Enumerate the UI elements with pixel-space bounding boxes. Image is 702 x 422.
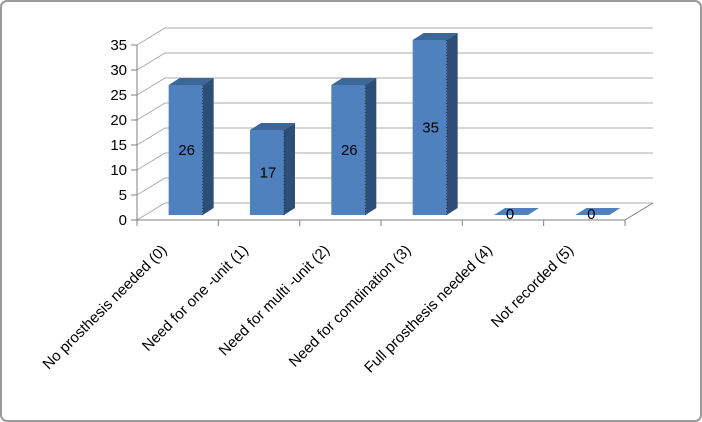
- gridline: [136, 102, 653, 121]
- y-tick-label: 30: [110, 62, 127, 79]
- floor-right-edge: [624, 202, 654, 221]
- gridline: [136, 177, 653, 196]
- bar-front-face: [249, 130, 284, 215]
- gridline: [136, 52, 653, 71]
- bar-front-face: [168, 85, 203, 215]
- y-tick-label: 35: [110, 37, 127, 54]
- gridline: [136, 152, 653, 171]
- data-label: 17: [260, 165, 277, 182]
- bar-front-face: [412, 40, 447, 215]
- bar-top-face: [168, 78, 214, 85]
- bar-top-face: [331, 78, 377, 85]
- gridline: [136, 77, 653, 96]
- data-label: 26: [341, 142, 358, 159]
- bar-front-face: [331, 85, 366, 215]
- y-tick-label: 25: [110, 87, 127, 104]
- bar-side-face: [446, 33, 458, 215]
- bar-zero-face: [575, 208, 621, 215]
- bar-zero-face: [493, 208, 539, 215]
- bar-side-face: [365, 78, 377, 215]
- y-tick-label: 20: [110, 112, 127, 129]
- y-tick-label: 0: [119, 212, 127, 229]
- data-label: 26: [178, 142, 195, 159]
- category-label: Not recorded (5): [488, 242, 577, 331]
- bar-side-face: [283, 123, 295, 215]
- y-tick-label: 10: [110, 162, 127, 179]
- y-tick-label: 5: [119, 187, 127, 204]
- data-label: 35: [422, 120, 439, 137]
- bar-top-face: [412, 33, 458, 40]
- gridline: [136, 202, 653, 221]
- bar-side-face: [202, 78, 214, 215]
- y-tick-label: 15: [110, 137, 127, 154]
- bar-top-face: [249, 123, 295, 130]
- data-label: 0: [587, 206, 595, 223]
- data-label: 0: [506, 206, 514, 223]
- gridline: [136, 127, 653, 146]
- gridline: [136, 27, 653, 46]
